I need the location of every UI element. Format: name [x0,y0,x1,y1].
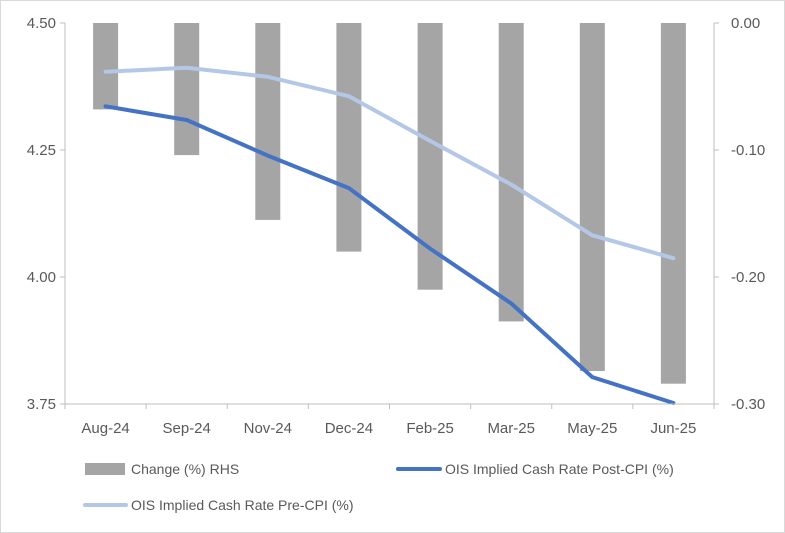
x-tick-label: Mar-25 [487,420,535,437]
line-post-cpi [103,104,676,405]
x-tick-label: Jun-25 [650,420,696,437]
line-pre-cpi [103,65,676,261]
left-tick-label: 4.50 [27,15,56,32]
x-tick-label: May-25 [567,420,617,437]
left-tick-label: 4.00 [27,269,56,286]
legend: Change (%) RHS OIS Implied Cash Rate Pos… [83,461,674,513]
bar-series-change [93,23,686,384]
x-tick-label: Feb-25 [406,420,454,437]
right-tick-label: -0.10 [731,142,765,159]
left-tick-label: 3.75 [27,396,56,413]
legend-swatch-change [85,463,125,475]
x-tick-label: Nov-24 [244,420,292,437]
x-tick-label: Aug-24 [81,420,129,437]
bar-feb-25 [417,23,443,290]
bar-sep-24 [174,23,200,156]
bar-may-25 [579,23,605,371]
axes-group [64,23,715,405]
right-tick-label: 0.00 [731,15,760,32]
bar-nov-24 [255,23,281,220]
left-tick-label: 4.25 [27,142,56,159]
tick-group: 4.50 4.25 4.00 3.75 0.00 -0.10 -0.20 -0.30 Aug-2… [27,15,765,437]
right-tick-label: -0.30 [731,396,765,413]
right-tick-label: -0.20 [731,269,765,286]
bar-dec-24 [336,23,362,252]
x-tick-label: Sep-24 [163,420,211,437]
bar-jun-25 [660,23,686,384]
bar-aug-24 [93,23,119,110]
line-series-group [103,65,676,405]
bar-mar-25 [498,23,524,322]
x-tick-label: Dec-24 [325,420,373,437]
legend-label-pre-cpi: OIS Implied Cash Rate Pre-CPI (%) [131,497,354,513]
legend-label-change: Change (%) RHS [131,461,239,477]
legend-label-post-cpi: OIS Implied Cash Rate Post-CPI (%) [445,461,674,477]
